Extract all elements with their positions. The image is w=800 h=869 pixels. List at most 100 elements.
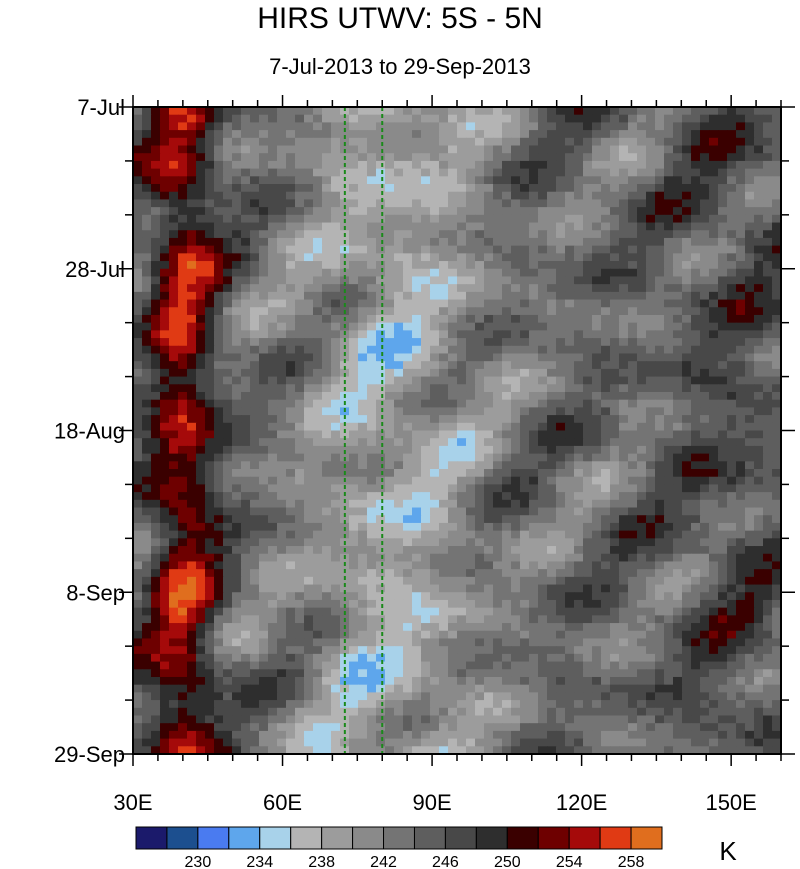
contour-cell [583, 576, 593, 586]
contour-cell [484, 322, 494, 331]
contour-cell [637, 623, 647, 632]
contour-cell [214, 291, 224, 301]
contour-cell [286, 561, 296, 570]
contour-cell [385, 353, 395, 362]
contour-cell [673, 569, 683, 578]
contour-cell [439, 561, 449, 570]
contour-cell [592, 376, 602, 385]
contour-cell [403, 569, 413, 578]
contour-cell [331, 245, 341, 254]
contour-cell [232, 299, 242, 308]
contour-cell [691, 499, 701, 509]
contour-cell [763, 453, 773, 462]
contour-cell [484, 561, 494, 570]
contour-cell [250, 476, 260, 486]
contour-cell [574, 338, 584, 347]
contour-cell [367, 307, 377, 316]
contour-cell [448, 307, 458, 316]
contour-cell [646, 592, 656, 601]
contour-cell [313, 461, 323, 470]
contour-cell [700, 561, 710, 570]
contour-cell [268, 538, 278, 547]
contour-cell [304, 253, 314, 262]
contour-cell [736, 307, 746, 316]
contour-cell [700, 114, 710, 123]
contour-cell [565, 476, 575, 486]
contour-cell [736, 484, 746, 493]
contour-cell [637, 430, 647, 439]
contour-cell [448, 230, 458, 239]
contour-cell [475, 592, 485, 601]
contour-cell [637, 499, 647, 509]
contour-cell [349, 130, 359, 139]
contour-cell [367, 592, 377, 601]
contour-cell [646, 384, 656, 393]
contour-cell [133, 461, 143, 470]
contour-cell [178, 253, 188, 262]
contour-cell [403, 214, 413, 224]
contour-cell [538, 361, 548, 370]
contour-cell [142, 237, 152, 247]
contour-cell [709, 237, 719, 247]
contour-cell [187, 245, 197, 254]
contour-cell [268, 176, 278, 185]
contour-cell [565, 415, 575, 424]
contour-cell [754, 338, 764, 347]
contour-cell [214, 569, 224, 578]
contour-cell [367, 338, 377, 347]
contour-cell [610, 430, 620, 439]
contour-cell [772, 137, 781, 147]
contour-cell [331, 499, 341, 509]
contour-cell [160, 284, 170, 293]
contour-cell [322, 122, 332, 131]
contour-cell [376, 461, 386, 470]
contour-cell [313, 160, 323, 170]
contour-cell [502, 284, 512, 293]
contour-cell [709, 607, 719, 616]
contour-cell [493, 584, 503, 593]
contour-cell [304, 546, 314, 555]
contour-cell [745, 530, 755, 539]
contour-cell [178, 307, 188, 316]
contour-cell [592, 461, 602, 470]
contour-cell [205, 453, 215, 462]
contour-cell [745, 237, 755, 247]
contour-cell [430, 338, 440, 347]
contour-cell [241, 107, 251, 116]
contour-cell [385, 522, 395, 532]
contour-cell [736, 499, 746, 509]
contour-cell [214, 253, 224, 262]
contour-cell [268, 230, 278, 239]
contour-cell [178, 338, 188, 347]
contour-cell [232, 307, 242, 316]
contour-cell [430, 368, 440, 378]
contour-cell [133, 638, 143, 647]
contour-cell [259, 230, 269, 239]
contour-cell [610, 453, 620, 462]
contour-cell [646, 137, 656, 147]
contour-cell [727, 130, 737, 139]
contour-cell [313, 384, 323, 393]
contour-cell [349, 307, 359, 316]
contour-cell [655, 345, 665, 355]
contour-cell [520, 584, 530, 593]
contour-cell [466, 114, 476, 123]
contour-cell [268, 137, 278, 147]
contour-cell [682, 253, 692, 262]
contour-cell [745, 245, 755, 254]
contour-cell [385, 284, 395, 293]
contour-cell [349, 160, 359, 170]
contour-cell [214, 623, 224, 632]
contour-cell [655, 137, 665, 147]
contour-cell [673, 291, 683, 301]
contour-cell [457, 153, 467, 162]
contour-cell [205, 507, 215, 516]
contour-cell [484, 476, 494, 486]
contour-cell [754, 145, 764, 154]
contour-cell [745, 284, 755, 293]
contour-cell [295, 299, 305, 308]
contour-cell [295, 268, 305, 278]
contour-cell [439, 415, 449, 424]
contour-cell [448, 469, 458, 478]
contour-cell [151, 430, 161, 439]
